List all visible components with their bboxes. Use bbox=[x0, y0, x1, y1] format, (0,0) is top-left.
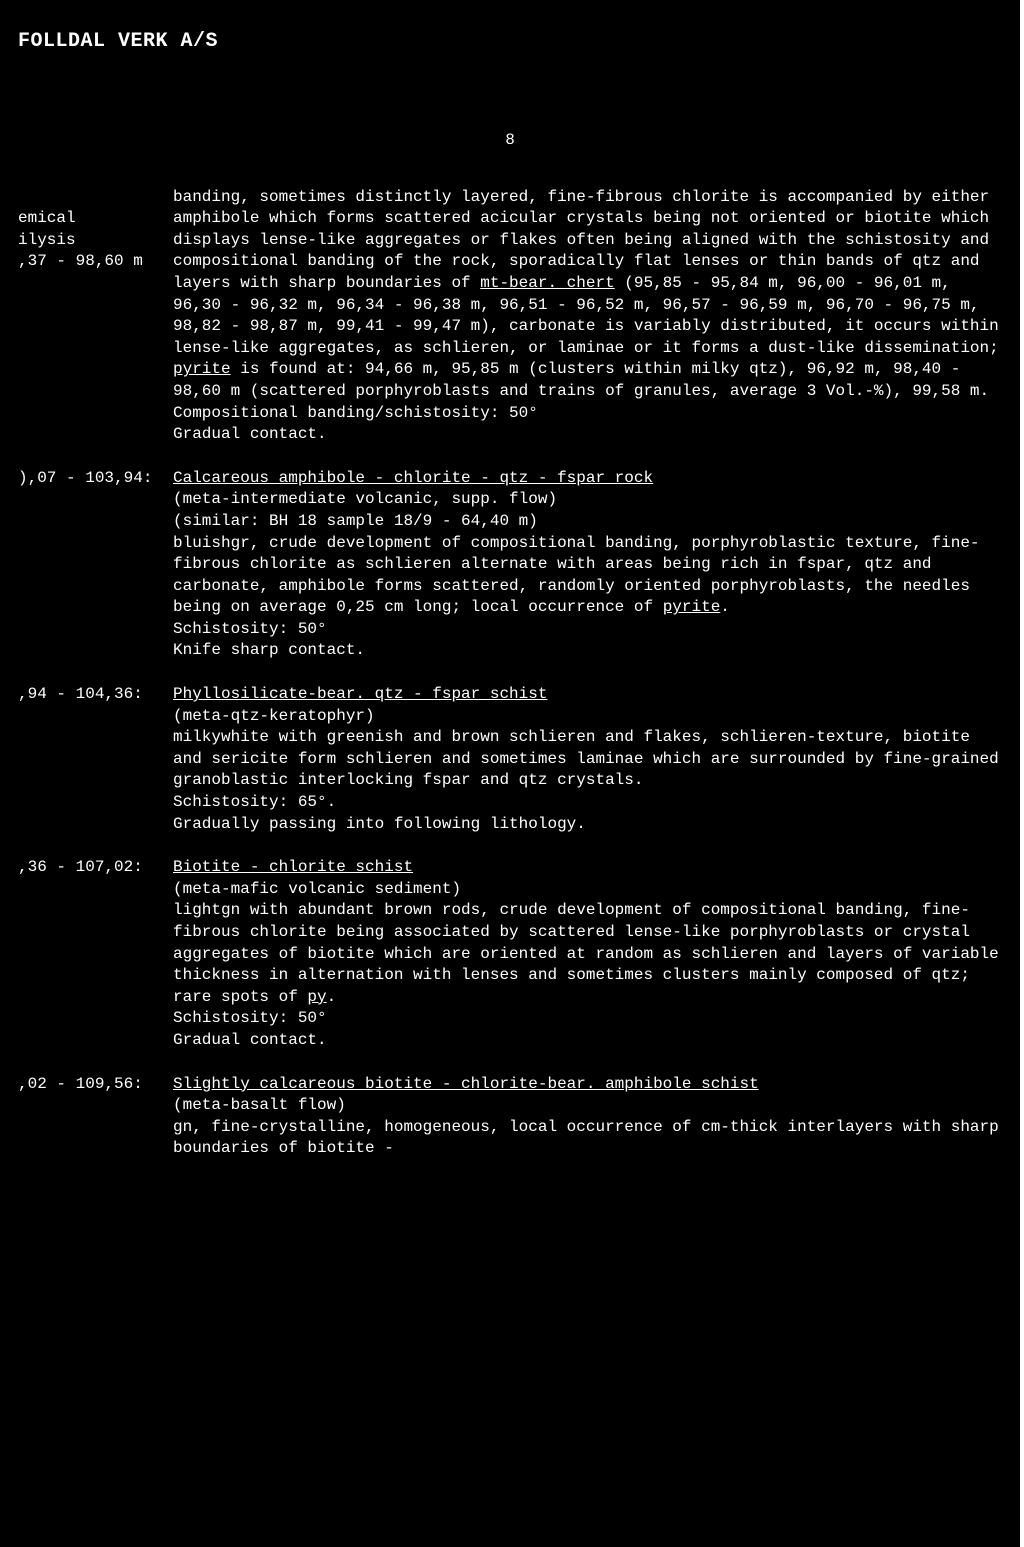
underlined-term: Calcareous amphibole - chlorite - qtz - … bbox=[173, 469, 653, 487]
depth-range: emical ilysis ,37 - 98,60 m bbox=[18, 187, 173, 273]
underlined-term: py bbox=[307, 988, 326, 1006]
underlined-term: Biotite - chlorite schist bbox=[173, 858, 413, 876]
entry-body: banding, sometimes distinctly layered, f… bbox=[173, 187, 1002, 446]
document-page: FOLLDAL VERK A/S 8 emical ilysis ,37 - 9… bbox=[0, 0, 1024, 1547]
depth-range: ),07 - 103,94: bbox=[18, 468, 173, 490]
log-entry: emical ilysis ,37 - 98,60 mbanding, some… bbox=[18, 187, 1002, 446]
log-entry: ,94 - 104,36:Phyllosilicate-bear. qtz - … bbox=[18, 684, 1002, 835]
entry-body: Calcareous amphibole - chlorite - qtz - … bbox=[173, 468, 1002, 662]
entry-body: Phyllosilicate-bear. qtz - fspar schist … bbox=[173, 684, 1002, 835]
log-entry: ,02 - 109,56:Slightly calcareous biotite… bbox=[18, 1074, 1002, 1160]
depth-range: ,36 - 107,02: bbox=[18, 857, 173, 879]
underlined-term: Slightly calcareous biotite - chlorite-b… bbox=[173, 1075, 759, 1093]
underlined-term: Phyllosilicate-bear. qtz - fspar schist bbox=[173, 685, 547, 703]
underlined-term: pyrite bbox=[173, 360, 231, 378]
page-number: 8 bbox=[18, 130, 1002, 152]
depth-range: ,02 - 109,56: bbox=[18, 1074, 173, 1096]
entry-body: Slightly calcareous biotite - chlorite-b… bbox=[173, 1074, 1002, 1160]
underlined-term: pyrite bbox=[663, 598, 721, 616]
entries-container: emical ilysis ,37 - 98,60 mbanding, some… bbox=[18, 187, 1002, 1160]
depth-range: ,94 - 104,36: bbox=[18, 684, 173, 706]
entry-body: Biotite - chlorite schist (meta-mafic vo… bbox=[173, 857, 1002, 1051]
company-header: FOLLDAL VERK A/S bbox=[18, 28, 1002, 55]
underlined-term: mt-bear. chert bbox=[480, 274, 614, 292]
log-entry: ),07 - 103,94:Calcareous amphibole - chl… bbox=[18, 468, 1002, 662]
log-entry: ,36 - 107,02:Biotite - chlorite schist (… bbox=[18, 857, 1002, 1051]
